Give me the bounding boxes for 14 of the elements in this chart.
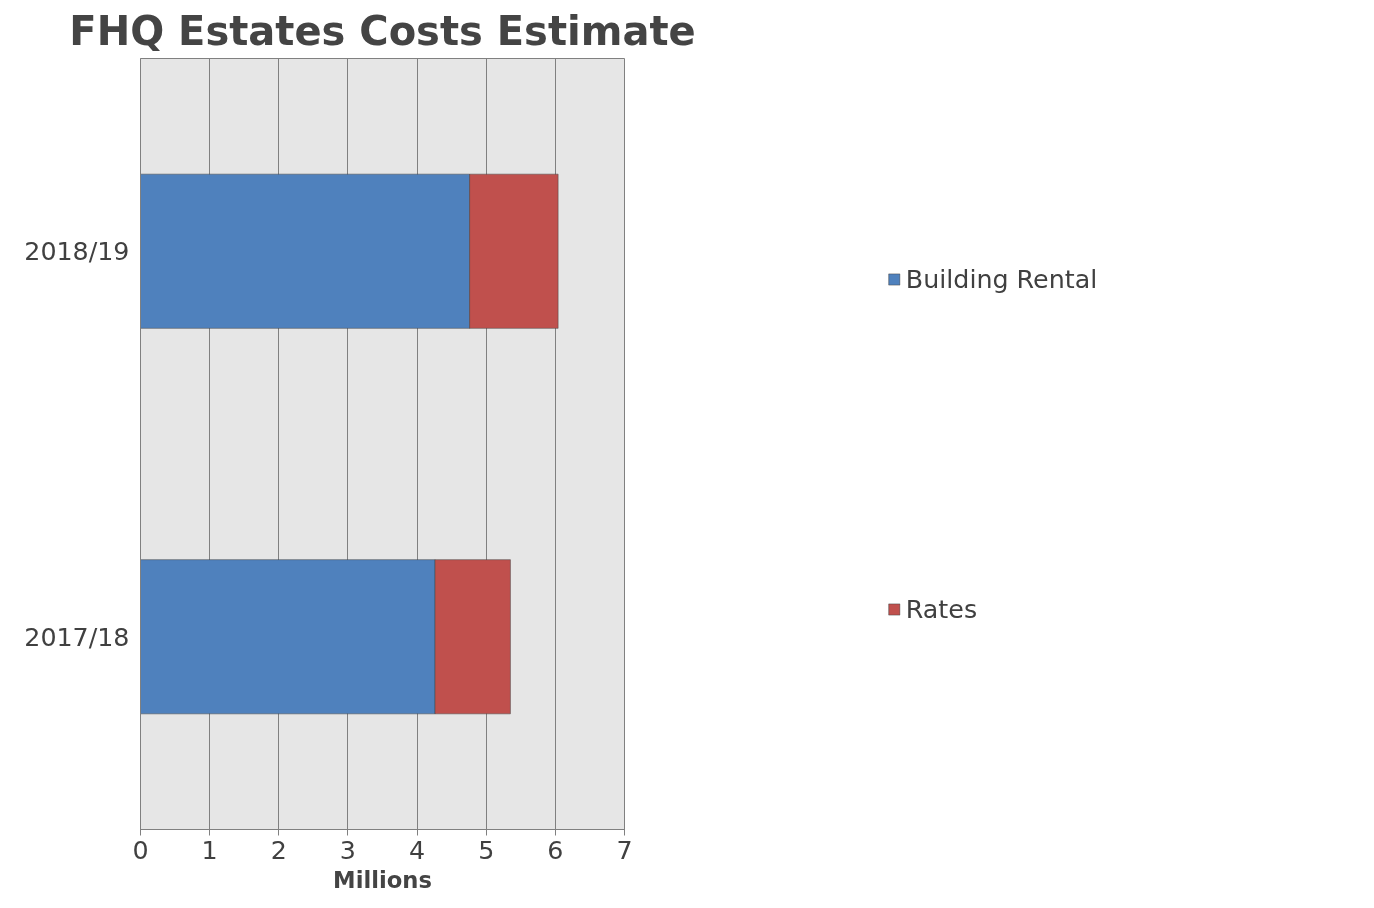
x-tick-label: 1 [201, 834, 218, 865]
y-tick-label: 2017/18 [24, 621, 130, 652]
x-tick-label: 2 [270, 834, 287, 865]
x-tick-label: 4 [409, 834, 426, 865]
legend-label: Rates [905, 593, 978, 624]
chart-title: FHQ Estates Costs Estimate [69, 7, 696, 54]
x-tick-label: 0 [132, 834, 149, 865]
x-tick-label: 7 [616, 834, 633, 865]
x-tick-label: 6 [547, 834, 564, 865]
y-tick-label: 2018/19 [24, 236, 130, 267]
x-tick-label: 5 [478, 834, 495, 865]
x-axis-title: Millions [333, 866, 432, 893]
legend-label: Building Rental [905, 263, 1098, 294]
x-tick-label: 3 [339, 834, 356, 865]
